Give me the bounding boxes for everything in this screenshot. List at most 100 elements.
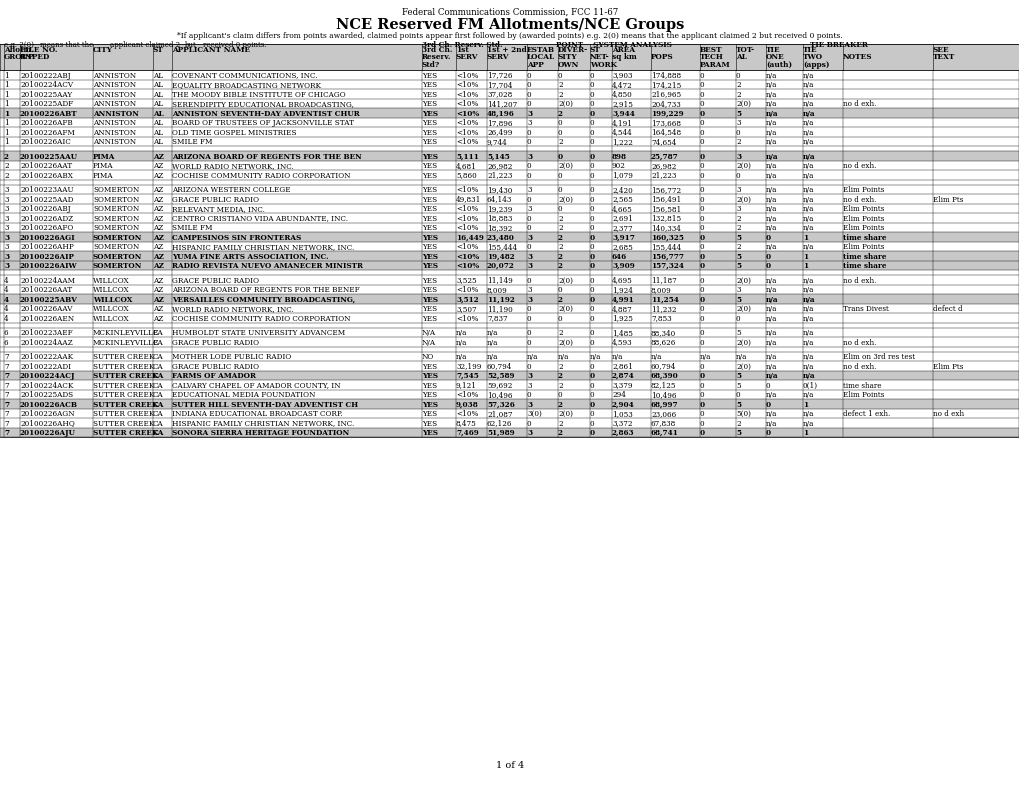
Text: AZ: AZ: [153, 186, 163, 194]
Text: n/a: n/a: [765, 128, 776, 136]
Text: LOCAL: LOCAL: [527, 53, 554, 61]
Text: AZ: AZ: [153, 243, 163, 251]
Text: 898: 898: [611, 153, 627, 161]
Text: 0: 0: [736, 172, 740, 180]
Text: 5: 5: [736, 372, 740, 380]
Text: n/a: n/a: [650, 353, 661, 361]
Text: 20100226AGI: 20100226AGI: [20, 233, 75, 241]
Text: 0: 0: [699, 429, 704, 437]
Text: 4,887: 4,887: [611, 305, 632, 313]
Text: 3rd Ch. Reserv. Std.: 3rd Ch. Reserv. Std.: [422, 41, 502, 49]
Text: 0: 0: [527, 277, 531, 284]
Text: 20100226AIC: 20100226AIC: [20, 138, 70, 146]
Text: 0: 0: [589, 381, 594, 389]
Text: <10%: <10%: [455, 110, 479, 117]
Text: 20100226ABJ: 20100226ABJ: [20, 205, 70, 213]
Text: NOTES: NOTES: [842, 53, 872, 61]
Text: 3: 3: [736, 205, 740, 213]
Text: 20100226AJU: 20100226AJU: [20, 429, 76, 437]
Text: 0: 0: [527, 100, 531, 108]
Text: ANNISTON: ANNISTON: [93, 119, 136, 127]
Text: 37,028: 37,028: [486, 91, 512, 98]
Text: n/a: n/a: [802, 372, 815, 380]
Text: 5,145: 5,145: [486, 153, 510, 161]
Text: 20100225AAD: 20100225AAD: [20, 195, 73, 203]
Text: SOMERTON: SOMERTON: [93, 262, 143, 270]
Text: SUTTER CREEK: SUTTER CREEK: [93, 372, 158, 380]
Text: 2(0): 2(0): [557, 195, 573, 203]
Text: 1: 1: [802, 262, 807, 270]
Text: Elim Points: Elim Points: [842, 186, 883, 194]
Text: n/a: n/a: [557, 353, 569, 361]
Text: TIE: TIE: [765, 46, 780, 54]
Text: 0: 0: [589, 296, 594, 303]
Text: 23,480: 23,480: [486, 233, 515, 241]
Text: 0: 0: [699, 186, 704, 194]
Text: FILE NO.: FILE NO.: [20, 46, 57, 54]
Text: CA: CA: [153, 353, 164, 361]
Text: HISPANIC FAMILY CHRISTIAN NETWORK, INC.: HISPANIC FAMILY CHRISTIAN NETWORK, INC.: [172, 243, 354, 251]
Text: no d exh.: no d exh.: [842, 362, 875, 370]
Text: AZ: AZ: [153, 314, 163, 322]
Text: 7,853: 7,853: [650, 314, 671, 322]
Text: 6: 6: [4, 339, 8, 347]
Bar: [0, 351, 1019, 361]
Text: 0: 0: [699, 243, 704, 251]
Text: 0: 0: [699, 205, 704, 213]
Text: 0: 0: [589, 400, 594, 408]
Text: SOMERTON: SOMERTON: [93, 243, 140, 251]
Text: YES: YES: [422, 362, 437, 370]
Text: time share: time share: [842, 381, 880, 389]
Text: 0: 0: [699, 381, 704, 389]
Text: SONORA SIERRA HERITAGE FOUNDATION: SONORA SIERRA HERITAGE FOUNDATION: [172, 429, 348, 437]
Text: 0: 0: [699, 195, 704, 203]
Text: 0: 0: [699, 110, 704, 117]
Text: 0: 0: [589, 100, 594, 108]
Bar: [0, 270, 1019, 275]
Text: 0: 0: [699, 410, 704, 418]
Text: CA: CA: [153, 410, 164, 418]
Text: 2,420: 2,420: [611, 186, 632, 194]
Text: N/A: N/A: [422, 329, 436, 337]
Text: n/a: n/a: [455, 339, 467, 347]
Text: WILLCOX: WILLCOX: [93, 277, 129, 284]
Text: PIMA: PIMA: [93, 162, 113, 170]
Text: n/a: n/a: [802, 81, 813, 89]
Text: <10%: <10%: [455, 410, 478, 418]
Text: 3,917: 3,917: [611, 233, 634, 241]
Text: 0: 0: [527, 243, 531, 251]
Text: 4: 4: [4, 277, 8, 284]
Text: 0: 0: [589, 72, 594, 80]
Text: 7: 7: [4, 372, 9, 380]
Text: TOT-: TOT-: [736, 46, 754, 54]
Text: 3: 3: [736, 119, 740, 127]
Text: YES: YES: [422, 162, 437, 170]
Text: 3,372: 3,372: [611, 419, 632, 428]
Text: n/a: n/a: [486, 339, 498, 347]
Text: 2: 2: [557, 243, 562, 251]
Text: 2(0): 2(0): [736, 339, 750, 347]
Text: AL: AL: [153, 91, 163, 98]
Text: n/a: n/a: [455, 353, 467, 361]
Text: 4,850: 4,850: [611, 91, 632, 98]
Text: SOMERTON: SOMERTON: [93, 205, 140, 213]
Text: 7: 7: [4, 353, 8, 361]
Text: ARIZONA BOARD OF REGENTS FOR THE BEN: ARIZONA BOARD OF REGENTS FOR THE BEN: [172, 153, 362, 161]
Text: <10%: <10%: [455, 91, 478, 98]
Bar: [0, 127, 1019, 136]
Text: 2: 2: [557, 381, 562, 389]
Text: 0: 0: [527, 224, 531, 232]
Text: 20100225ABV: 20100225ABV: [20, 296, 77, 303]
Text: 3(0): 3(0): [527, 410, 541, 418]
Text: 0: 0: [527, 339, 531, 347]
Text: 19,239: 19,239: [486, 205, 512, 213]
Text: 0: 0: [557, 391, 562, 399]
Bar: [0, 213, 1019, 222]
Text: NET-: NET-: [589, 53, 609, 61]
Text: WILLCOX: WILLCOX: [93, 305, 129, 313]
Text: AZ: AZ: [153, 252, 164, 261]
Text: 20100226ABX: 20100226ABX: [20, 172, 72, 180]
Text: 0: 0: [589, 233, 594, 241]
Text: 0: 0: [699, 419, 704, 428]
Text: AZ: AZ: [153, 286, 163, 294]
